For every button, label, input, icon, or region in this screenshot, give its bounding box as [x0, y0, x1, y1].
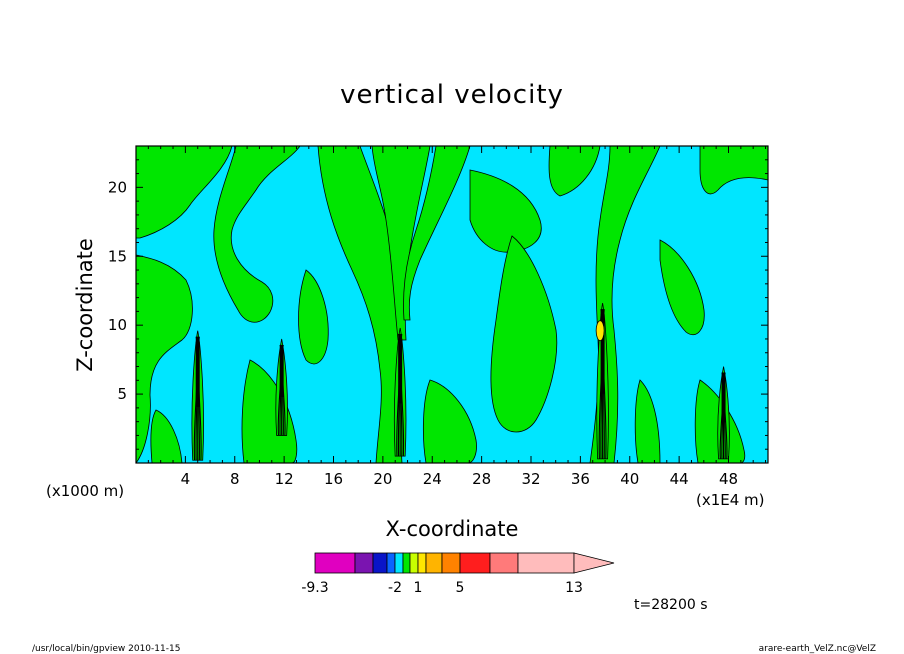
x-axis: 4 8 12 16 20 24 28 32 36 40 44 48 [147, 146, 767, 488]
y-axis: 5 10 15 20 [108, 159, 768, 450]
colorbar-bin [386, 552, 396, 574]
updraft-band [136, 146, 233, 239]
chart-title: vertical velocity [340, 80, 564, 110]
colorbar-bin [417, 552, 427, 574]
colorbar-bin [402, 552, 411, 574]
core-center [600, 314, 605, 394]
x-tick-label: 36 [571, 470, 590, 488]
x-unit-right: (x1E4 m) [696, 491, 765, 509]
footer-left: /usr/local/bin/gpview 2010-11-15 [32, 644, 180, 654]
colorbar-bin [372, 552, 388, 574]
y-tick-label: 5 [117, 385, 127, 403]
core-center [398, 338, 403, 404]
updraft-band [150, 409, 183, 463]
x-tick-label: 8 [230, 470, 240, 488]
updraft-band [371, 146, 431, 341]
core-center [279, 349, 284, 397]
colorbar-label: 5 [456, 580, 465, 596]
strong-updraft-spot [595, 320, 605, 342]
x-axis-title: X-coordinate [386, 517, 519, 541]
core-center [195, 341, 200, 407]
colorbar-bin [354, 552, 374, 574]
y-tick-label: 15 [108, 247, 127, 265]
y-axis-title: Z-coordinate [73, 238, 97, 372]
x-tick-label: 44 [670, 470, 689, 488]
colorbar [314, 552, 615, 574]
colorbar-label: -9.3 [301, 580, 328, 596]
colorbar-label: 1 [414, 580, 423, 596]
updraft-band [298, 269, 329, 365]
x-tick-label: 16 [324, 470, 343, 488]
colorbar-bin [425, 552, 443, 574]
x-tick-label: 48 [719, 470, 738, 488]
footer-right: arare-earth_VelZ.nc@VelZ [759, 644, 876, 654]
updraft-band [136, 254, 193, 463]
colorbar-bin [459, 552, 491, 574]
updraft-band [403, 146, 471, 321]
x-tick-label: 12 [275, 470, 294, 488]
colorbar-bin [409, 552, 419, 574]
y-tick-label: 10 [108, 316, 127, 334]
y-tick-label: 20 [108, 178, 127, 196]
x-tick-label: 4 [181, 470, 191, 488]
colorbar-extend-arrow [573, 552, 615, 574]
x-tick-label: 40 [620, 470, 639, 488]
x-unit-left: (x1000 m) [46, 482, 124, 500]
updraft-band [548, 146, 601, 197]
updraft-band [213, 146, 301, 323]
plot-frame [135, 145, 769, 464]
convective-cores [191, 303, 730, 461]
colorbar-bin [517, 552, 575, 574]
x-tick-label: 20 [373, 470, 392, 488]
updraft-band [699, 146, 768, 195]
colorbar-label: -2 [388, 580, 402, 596]
updraft-band [469, 169, 542, 253]
colorbar-bin [441, 552, 461, 574]
time-label: t=28200 s [634, 597, 708, 613]
updraft-band [634, 379, 661, 463]
contour-fields [136, 146, 768, 463]
plot-area [136, 146, 768, 463]
core-center [721, 377, 726, 423]
x-tick-label: 32 [521, 470, 540, 488]
colorbar-label: 13 [565, 580, 583, 596]
colorbar-bin [314, 552, 356, 574]
colorbar-labels: -9.3 -2 1 5 13 [301, 580, 583, 596]
updraft-band [659, 239, 705, 336]
colorbar-bin [489, 552, 519, 574]
updraft-band [422, 379, 477, 463]
colorbar-bin [394, 552, 404, 574]
x-tick-label: 28 [472, 470, 491, 488]
updraft-band [490, 235, 558, 433]
x-tick-label: 24 [423, 470, 442, 488]
